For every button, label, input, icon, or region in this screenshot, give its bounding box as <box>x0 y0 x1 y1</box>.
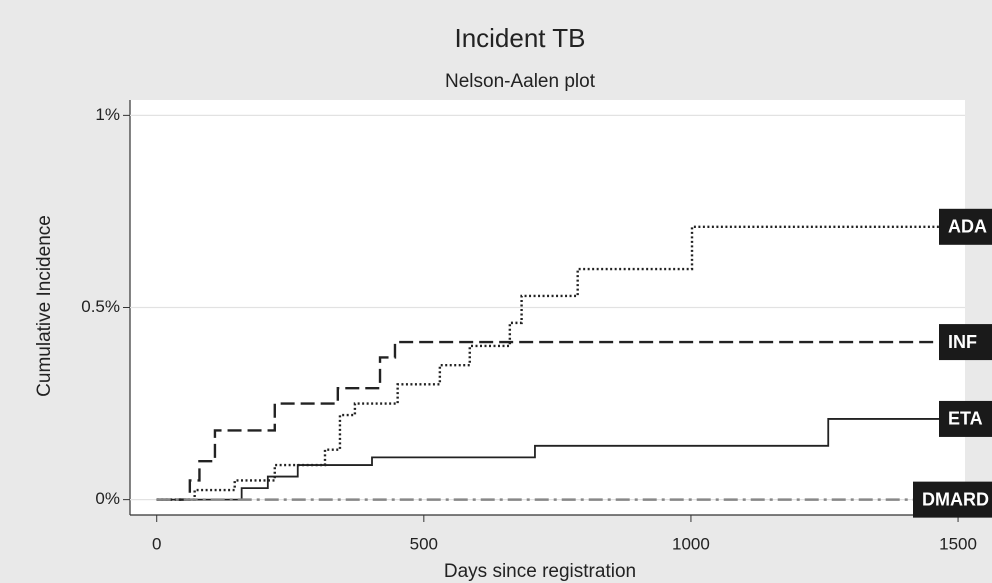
series-line <box>156 340 959 501</box>
legend-box <box>913 481 992 518</box>
legend-box <box>939 208 992 245</box>
chart-title: Incident TB <box>454 23 585 53</box>
series-line <box>156 418 959 501</box>
legend-label: ETA <box>948 409 983 429</box>
legend-box <box>939 324 992 361</box>
x-tick-label: 1500 <box>939 534 977 553</box>
legend-box <box>939 400 992 437</box>
x-tick-label: 500 <box>410 534 438 553</box>
legend-label: DMARD <box>922 489 989 509</box>
y-tick-label: 1% <box>95 105 120 124</box>
legend-label: ADA <box>948 217 987 237</box>
x-tick-label: 0 <box>152 534 161 553</box>
y-axis-label: Cumulative Incidence <box>34 215 55 397</box>
chart-subtitle: Nelson-Aalen plot <box>445 71 596 92</box>
y-tick-label: 0% <box>95 489 120 508</box>
legend-label: INF <box>948 332 977 352</box>
y-tick-label: 0.5% <box>81 297 120 316</box>
x-tick-label: 1000 <box>672 534 710 553</box>
x-axis-label: Days since registration <box>444 561 636 582</box>
series-line <box>156 225 959 501</box>
